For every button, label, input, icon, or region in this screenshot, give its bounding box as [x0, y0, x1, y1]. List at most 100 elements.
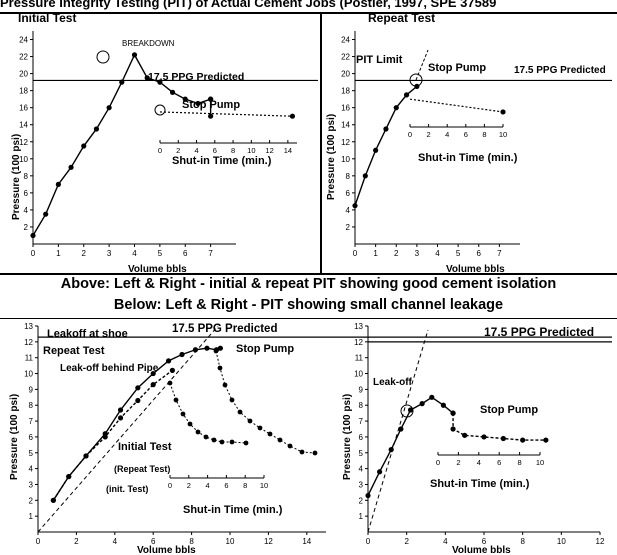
chart2-x-tick-label: 1 — [373, 249, 378, 258]
chart3-y-tick-label: 13 — [24, 322, 33, 331]
chart1-data-point — [43, 211, 49, 217]
chart2-y-tick-label: 18 — [341, 87, 350, 96]
chart3-data-point — [169, 367, 175, 373]
chart2-inset-tick-label: 2 — [427, 130, 431, 139]
chart3-x-tick-label: 12 — [264, 537, 273, 546]
chart2-x-tick-label: 0 — [353, 249, 358, 258]
chart1-xlabel: Volume bbls — [128, 264, 187, 275]
chart2-y-tick-label: 4 — [346, 206, 351, 215]
chart4-y-tick-label: 11 — [355, 354, 364, 363]
chart3-repeat-falloff-point — [247, 418, 253, 424]
chart4-data-point — [377, 469, 383, 475]
chart4-x-tick-label: 10 — [557, 537, 566, 546]
chart3-data-point — [102, 434, 108, 440]
chart3-data-point — [66, 473, 72, 480]
chart4-x-tick-label: 4 — [443, 537, 448, 546]
chart3-initial-falloff-point — [187, 421, 193, 427]
chart1-data-point — [208, 96, 214, 102]
chart3-trend-line — [37, 325, 219, 533]
chart3-inset-xlabel: Shut-in Time (min.) — [183, 504, 283, 516]
chart2-annotation-stop-pump: Stop Pump — [428, 62, 486, 74]
chart3-annotation-leakoff-shoe: Leakoff at shoe — [47, 328, 128, 340]
chart3-inset-label-initial: (init. Test) — [106, 484, 148, 494]
chart3-initial-falloff-point — [229, 439, 235, 445]
chart1-y-tick-label: 12 — [19, 138, 28, 147]
chart3-x-tick-label: 2 — [74, 537, 79, 546]
chart4-y-tick-label: 13 — [354, 322, 363, 331]
chart1-stoppump-marker — [154, 104, 166, 116]
chart4-data-point — [500, 435, 506, 442]
chart4-y-tick-label: 6 — [359, 433, 364, 442]
chart2-ylabel: Pressure (100 psi) — [326, 114, 337, 200]
chart2-series-line — [354, 85, 418, 206]
chart1-data-point — [30, 232, 36, 239]
chart4-y-tick-label: 3 — [359, 480, 364, 489]
chart1-y-tick-label: 6 — [24, 189, 29, 198]
chart3-initial-falloff-point — [203, 434, 209, 440]
chart2-hline-label: 17.5 PPG Predicted — [514, 65, 606, 76]
chart2-x-tick-label: 6 — [477, 249, 482, 258]
chart1-y-tick-label: 8 — [24, 172, 29, 181]
chart1-x-tick-label: 7 — [208, 249, 213, 258]
chart2-xlabel: Volume bbls — [446, 264, 505, 275]
chart4-y-tick-label: 8 — [359, 401, 364, 410]
chart2-pit-limit-marker — [409, 73, 423, 87]
chart3-x-tick-label: 6 — [151, 537, 156, 546]
chart2-x-tick-label: 4 — [435, 249, 440, 258]
chart3-x-tick-label: 4 — [113, 537, 118, 546]
chart1-data-point — [131, 52, 138, 58]
chart3-annotation-initial-test: Initial Test — [118, 441, 172, 453]
divider-vertical-top — [320, 12, 322, 274]
chart1-y-tick-label: 18 — [19, 87, 28, 96]
chart3-x-tick-label: 0 — [36, 537, 41, 546]
chart3-annotation-repeat-test: Repeat Test — [43, 345, 105, 357]
chart3-initial-falloff-point — [173, 397, 179, 403]
chart1-title: Initial Test — [18, 11, 76, 25]
chart1-data-point — [208, 113, 214, 119]
chart4-data-point — [450, 426, 456, 432]
chart3-series-line — [52, 369, 173, 501]
chart3-y-tick-label: 3 — [29, 480, 34, 489]
chart3-data-point — [179, 351, 185, 358]
chart1-data-point — [195, 100, 201, 107]
chart1-inset-tick-label: 6 — [213, 146, 217, 155]
chart2-y-tick-label: 2 — [346, 223, 351, 232]
chart1-data-point — [119, 79, 125, 85]
chart2-data-point — [373, 147, 379, 153]
chart3-repeat-falloff-point — [257, 425, 263, 431]
chart3-x-tick-label: 8 — [189, 537, 194, 546]
chart3-y-tick-label: 9 — [29, 385, 34, 394]
chart-initial-test: Initial Test Pressure (100 psi) Volume b… — [11, 11, 318, 275]
chart3-ylabel: Pressure (100 psi) — [9, 394, 20, 480]
chart4-annotation-leakoff: Leak-off — [373, 377, 413, 388]
chart1-y-tick-label: 22 — [19, 53, 28, 62]
chart4-inset-tick-label: 6 — [497, 458, 501, 467]
chart1-x-tick-label: 6 — [183, 249, 188, 258]
chart4-trend-line — [367, 329, 429, 533]
chart4-inset-xlabel: Shut-in Time (min.) — [430, 478, 530, 490]
chart2-data-point — [393, 105, 399, 111]
chart2-y-tick-label: 12 — [341, 138, 350, 147]
chart1-inset-tick-label: 4 — [194, 146, 198, 155]
chart1-data-point — [55, 181, 61, 187]
chart2-data-point — [362, 173, 368, 179]
chart3-inset-tick-label: 4 — [206, 481, 210, 490]
divider-mid — [0, 273, 617, 275]
chart3-repeat-falloff-point — [229, 397, 235, 403]
chart1-data-point — [157, 79, 163, 85]
chart3-initial-falloff — [169, 382, 247, 444]
chart1-x-tick-label: 3 — [107, 249, 112, 258]
chart1-y-tick-label: 20 — [19, 70, 28, 79]
chart-channel-leakage-right: Pressure (100 psi) Volume bbls 17.5 PPG … — [342, 322, 612, 555]
chart4-y-tick-label: 5 — [359, 449, 364, 458]
chart3-y-tick-label: 2 — [29, 496, 34, 505]
chart3-x-tick-label: 14 — [302, 537, 311, 546]
chart2-y-tick-label: 14 — [341, 121, 350, 130]
chart2-x-tick-label: 3 — [415, 249, 420, 258]
chart2-inset-tick-label: 4 — [445, 130, 449, 139]
chart-channel-leakage-left: Pressure (100 psi) Volume bbls 17.5 PPG … — [9, 322, 612, 555]
chart1-breakdown-marker — [96, 50, 110, 64]
chart2-y-tick-label: 10 — [341, 155, 350, 164]
chart3-data-point — [50, 497, 56, 503]
